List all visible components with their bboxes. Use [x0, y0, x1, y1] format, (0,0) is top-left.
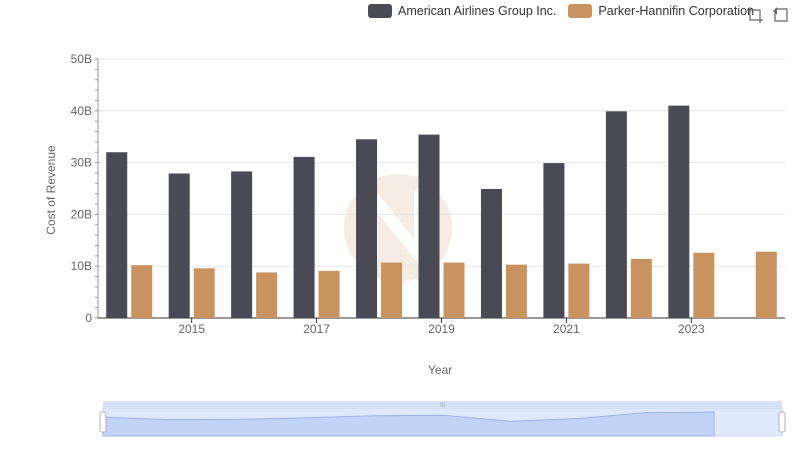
legend-swatch-american-airlines: [368, 4, 392, 18]
x-tick-label: 2017: [303, 322, 330, 336]
y-tick-label: 40B: [71, 104, 92, 118]
bar-american-airlines-2020: [480, 189, 502, 318]
bar-parker-hannifin-2015: [193, 268, 215, 318]
x-tick-label: 2019: [428, 322, 455, 336]
y-tick-label: 20B: [71, 207, 92, 221]
bar-american-airlines-2018: [356, 139, 378, 318]
data-zoom-slider[interactable]: III: [99, 401, 786, 437]
x-axis-title: Year: [428, 363, 453, 377]
bar-parker-hannifin-2014: [131, 265, 153, 318]
y-axis-title: Cost of Revenue: [44, 145, 58, 235]
y-axis: 0 10B 20B 30B 40B 50B: [71, 52, 99, 325]
bar-american-airlines-2014: [106, 152, 128, 318]
bar-american-airlines-2023: [668, 105, 690, 319]
bar-parker-hannifin-2021: [568, 263, 590, 318]
legend-item-parker-hannifin[interactable]: Parker-Hannifin Corporation: [568, 4, 754, 18]
restore-icon[interactable]: [772, 6, 790, 24]
legend-label-american-airlines: American Airlines Group Inc.: [398, 4, 557, 18]
zoom-handle-left[interactable]: [99, 411, 107, 433]
bar-parker-hannifin-2017: [318, 270, 340, 318]
bar-american-airlines-2017: [293, 156, 315, 318]
zoom-selected-window: [103, 408, 782, 436]
zoom-preview-area: [102, 411, 715, 437]
bar-american-airlines-2016: [231, 171, 253, 318]
bar-american-airlines-2022: [605, 111, 627, 319]
x-axis: 2015 2017 2019 2021 2023: [98, 317, 785, 336]
bar-american-airlines-2021: [543, 163, 565, 318]
bar-parker-hannifin-2016: [256, 272, 278, 318]
zoom-handle-right[interactable]: [778, 411, 786, 433]
bar-american-airlines-2015: [168, 173, 190, 318]
y-tick-label: 0: [85, 311, 92, 325]
zoom-move-handle: III: [440, 403, 445, 409]
bar-parker-hannifin-2022: [630, 258, 652, 318]
zoom-icon[interactable]: [746, 6, 764, 24]
x-tick-label: 2023: [678, 322, 705, 336]
x-tick-label: 2021: [553, 322, 580, 336]
y-tick-label: 30B: [71, 156, 92, 170]
y-tick-label: 10B: [71, 259, 92, 273]
x-tick-label: 2015: [178, 322, 205, 336]
bar-parker-hannifin-2018: [381, 262, 403, 318]
bar-parker-hannifin-2023: [693, 252, 715, 318]
legend-item-american-airlines[interactable]: American Airlines Group Inc.: [368, 4, 556, 18]
bars: [106, 105, 777, 319]
toolbox: [746, 6, 798, 24]
bar-american-airlines-2019: [418, 134, 440, 318]
legend-swatch-parker-hannifin: [568, 4, 593, 18]
bar-parker-hannifin-2020: [505, 264, 527, 318]
legend: American Airlines Group Inc. Parker-Hann…: [368, 4, 766, 18]
bar-parker-hannifin-2024: [755, 251, 777, 318]
zoom-move-bar: [103, 401, 782, 408]
y-tick-label: 50B: [71, 52, 92, 66]
bar-parker-hannifin-2019: [443, 262, 465, 318]
legend-label-parker-hannifin: Parker-Hannifin Corporation: [598, 4, 755, 18]
